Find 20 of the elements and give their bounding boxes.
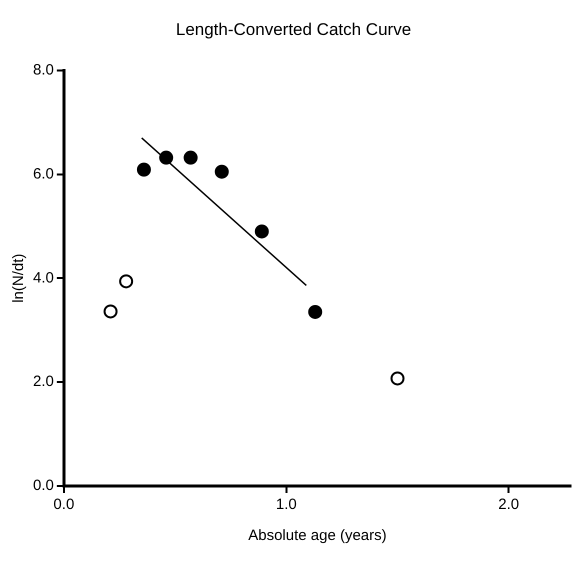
chart-title: Length-Converted Catch Curve xyxy=(176,20,412,39)
y-tick-label: 8.0 xyxy=(32,62,54,79)
point xyxy=(119,274,134,288)
y-axis-title: ln(N/dt) xyxy=(10,254,28,303)
point xyxy=(104,304,118,318)
point xyxy=(254,224,269,238)
x-tick-label: 2.0 xyxy=(498,496,520,514)
x-tick-label: 0.0 xyxy=(53,496,74,514)
x-axis-title: Absolute age (years) xyxy=(248,527,387,544)
y-tick-label: 6.0 xyxy=(32,165,54,182)
point xyxy=(308,304,322,319)
point xyxy=(136,162,151,177)
point xyxy=(184,150,198,165)
point xyxy=(159,150,174,165)
point xyxy=(214,164,229,179)
y-tick-label: 4.0 xyxy=(32,269,54,286)
point xyxy=(390,371,404,386)
x-tick-label: 1.0 xyxy=(276,496,297,514)
y-tick-label: 0.0 xyxy=(32,477,54,494)
y-tick-label: 2.0 xyxy=(32,373,54,390)
